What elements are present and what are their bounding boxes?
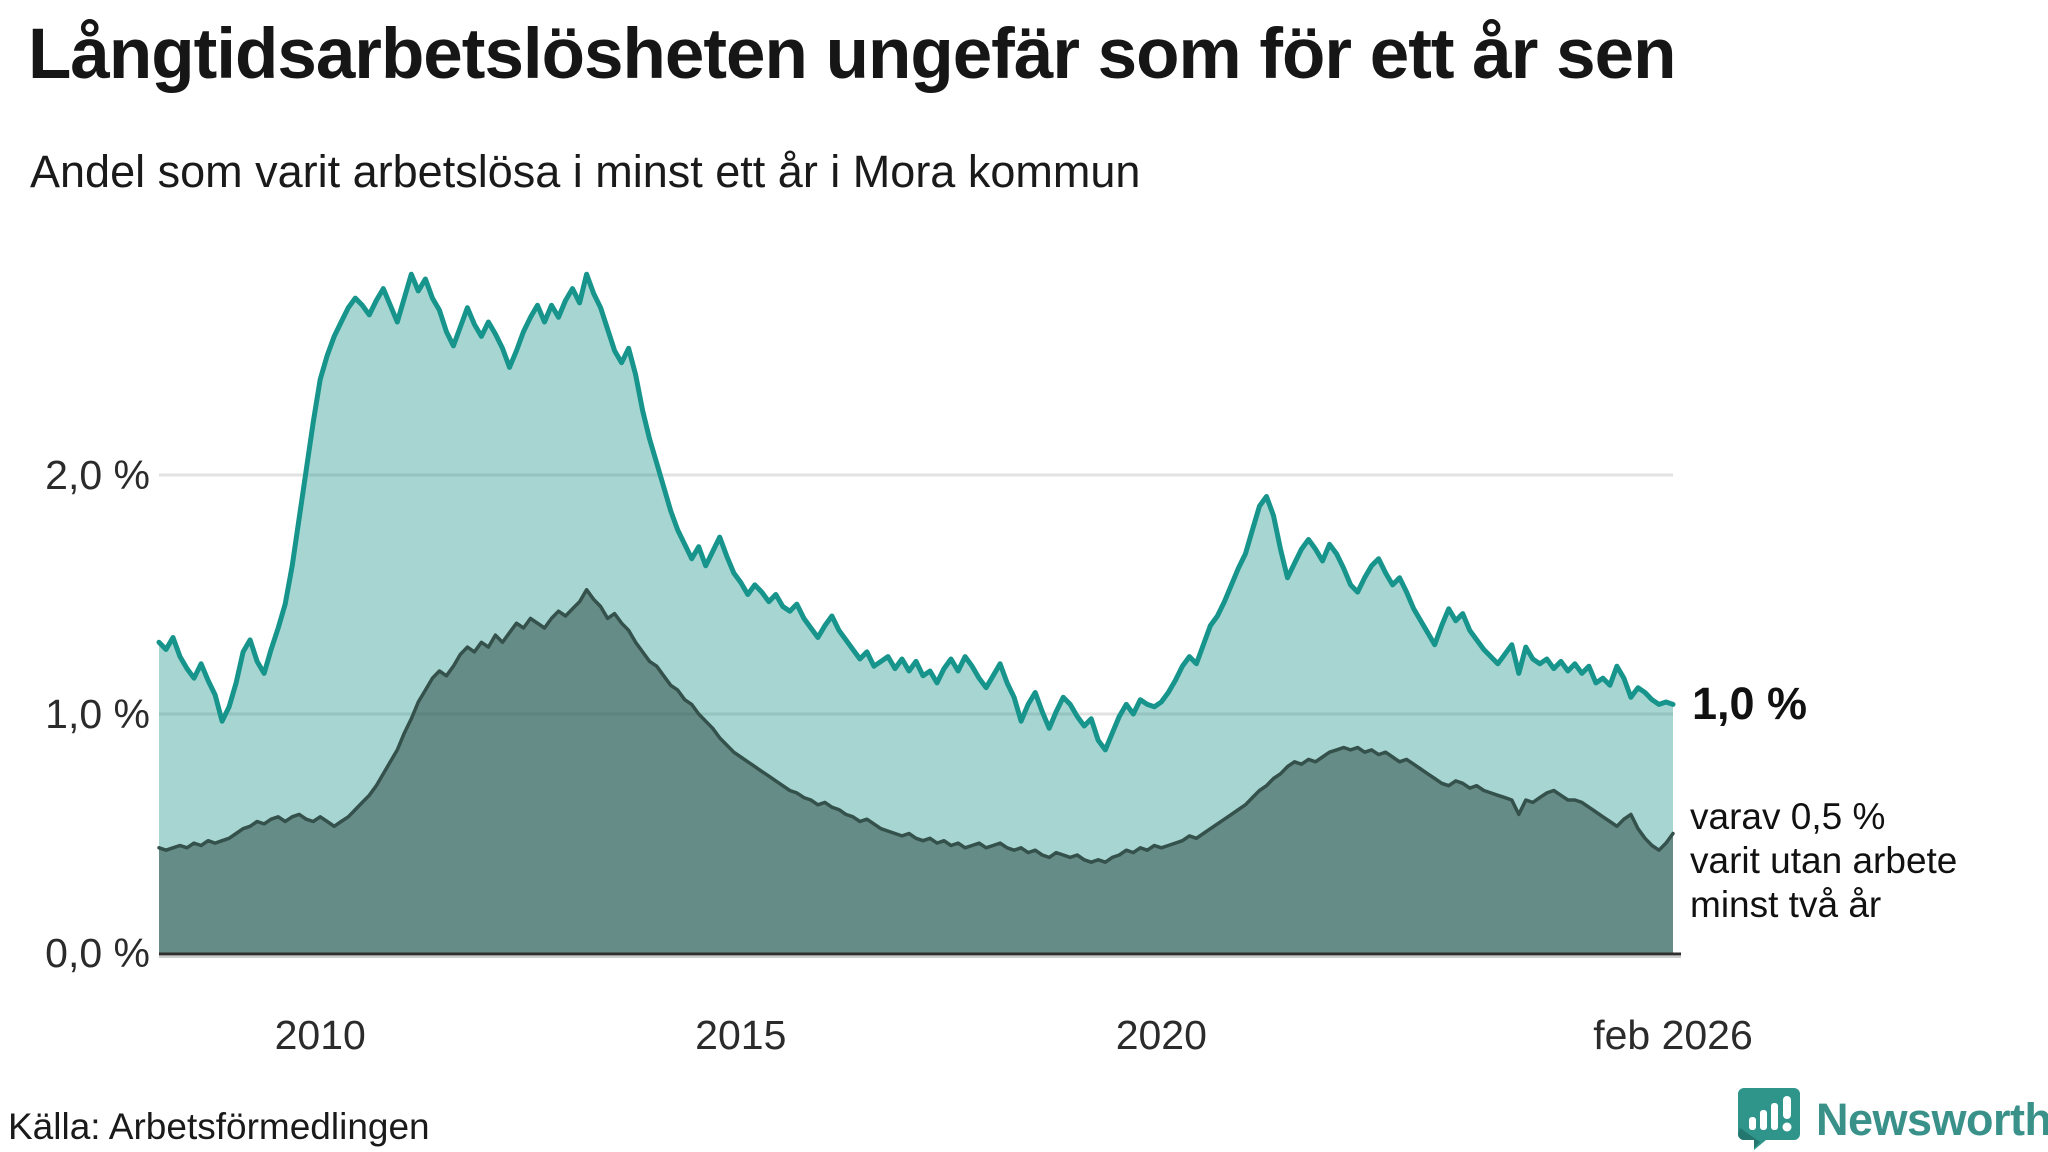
x-tick-label-2010: 2010 — [274, 1012, 366, 1058]
annotation-line-2: varit utan arbete — [1690, 840, 1958, 881]
x-tick-label-2015: 2015 — [695, 1012, 787, 1058]
y-tick-label-0: 0,0 % — [45, 930, 150, 976]
annotation-line-1: varav 0,5 % — [1690, 796, 1886, 837]
y-tick-label-1: 1,0 % — [45, 691, 150, 737]
annotation-line-3: minst två år — [1690, 884, 1882, 925]
page-subtitle: Andel som varit arbetslösa i minst ett å… — [30, 146, 1141, 197]
series-end-value-label: 1,0 % — [1692, 678, 1808, 730]
source-note: Källa: Arbetsförmedlingen — [8, 1106, 430, 1147]
newsworthy-wordmark: Newsworthy — [1816, 1093, 2048, 1145]
x-tick-label-2020: 2020 — [1115, 1012, 1207, 1058]
newsworthy-logo: Newsworthy — [1736, 1084, 2048, 1152]
x-tick-label-feb-2026: feb 2026 — [1593, 1012, 1753, 1058]
y-tick-label-2: 2,0 % — [45, 452, 150, 498]
newsworthy-logo-icon — [1736, 1084, 1802, 1152]
secondary-series-annotation: varav 0,5 % varit utan arbete minst två … — [1690, 795, 1957, 927]
page-title: Långtidsarbetslösheten ungefär som för e… — [28, 15, 1676, 94]
